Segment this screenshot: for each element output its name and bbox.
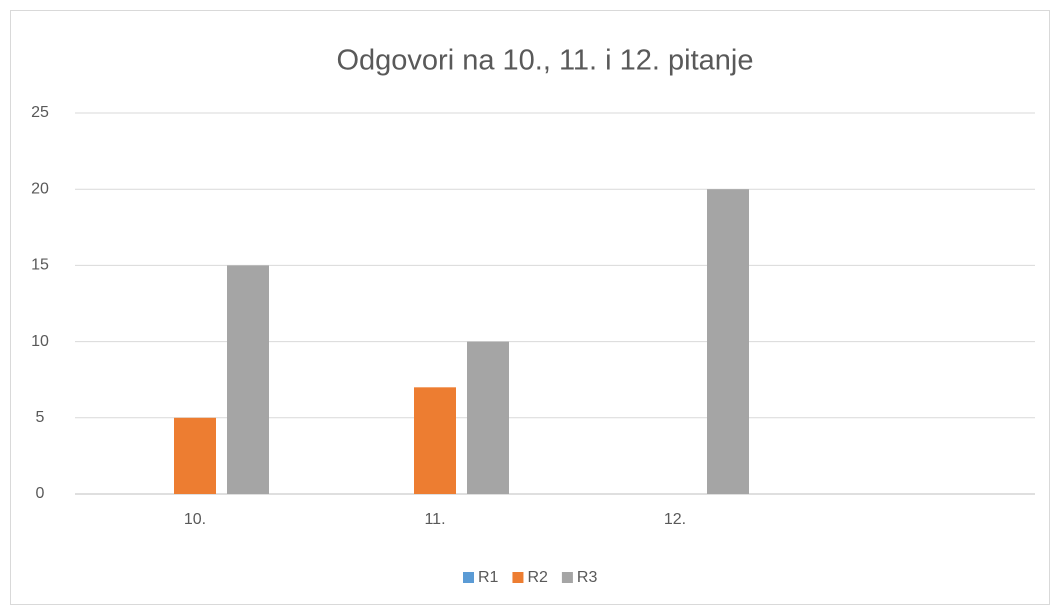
chart-title: Odgovori na 10., 11. i 12. pitanje xyxy=(336,45,753,77)
bar xyxy=(707,189,749,494)
legend-swatch xyxy=(561,572,573,583)
legend-label: R2 xyxy=(527,569,548,586)
x-tick-label: 11. xyxy=(424,511,445,528)
legend-label: R1 xyxy=(478,569,499,586)
y-tick-label: 25 xyxy=(31,104,49,121)
chart-border xyxy=(10,10,1050,605)
bar xyxy=(467,341,509,494)
bar xyxy=(414,387,456,494)
y-tick-label: 20 xyxy=(31,180,49,197)
y-tick-label: 10 xyxy=(31,333,49,350)
legend-label: R3 xyxy=(577,569,598,586)
y-tick-label: 5 xyxy=(36,409,45,426)
y-tick-label: 0 xyxy=(36,485,45,502)
x-tick-label: 10. xyxy=(184,511,206,528)
legend-swatch xyxy=(463,572,474,583)
bar xyxy=(174,417,216,494)
y-tick-label: 15 xyxy=(31,257,49,274)
legend-swatch xyxy=(512,572,524,583)
bar xyxy=(227,265,269,494)
x-tick-label: 12. xyxy=(664,511,686,528)
